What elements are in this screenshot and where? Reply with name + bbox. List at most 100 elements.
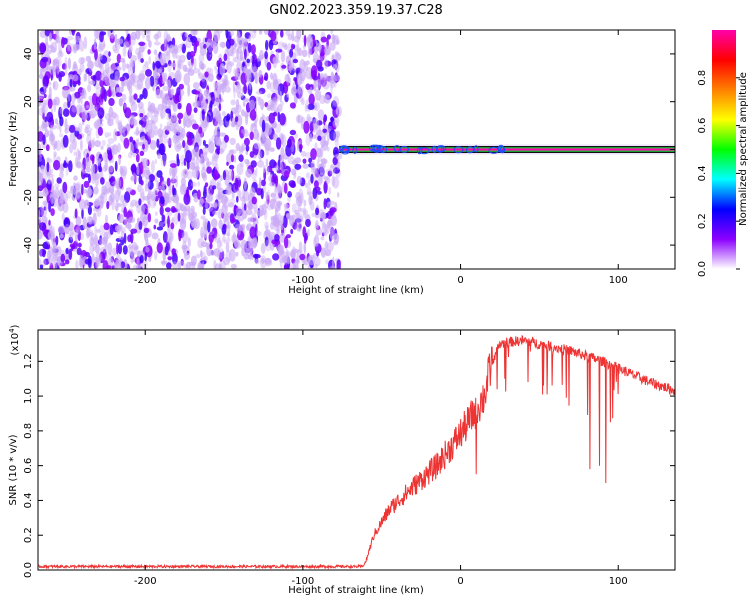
noise-blob xyxy=(225,189,231,196)
noise-blob xyxy=(115,259,122,269)
noise-blob xyxy=(276,228,281,235)
noise-blob xyxy=(213,259,217,269)
noise-blob xyxy=(322,81,330,90)
noise-blob xyxy=(130,71,134,82)
noise-blob xyxy=(95,258,99,269)
noise-blob xyxy=(256,209,264,217)
noise-blob xyxy=(197,72,204,80)
noise-blob xyxy=(199,80,203,87)
noise-blob xyxy=(139,70,145,83)
noise-blob xyxy=(162,138,169,144)
noise-blob xyxy=(251,172,257,181)
noise-blob xyxy=(48,219,51,226)
noise-blob xyxy=(94,244,100,254)
noise-blob xyxy=(94,140,101,148)
noise-blob xyxy=(265,225,269,230)
noise-blob xyxy=(230,121,236,128)
noise-blob xyxy=(189,161,196,171)
noise-blob xyxy=(108,97,115,107)
noise-blob xyxy=(310,160,315,171)
noise-blob xyxy=(270,72,274,80)
noise-blob xyxy=(108,185,115,194)
noise-blob xyxy=(241,189,246,200)
noise-blob xyxy=(124,107,132,119)
noise-blob xyxy=(216,179,222,191)
noise-blob xyxy=(156,179,159,190)
snr-ytick-label: 0.0 xyxy=(23,562,34,578)
noise-blob xyxy=(154,159,158,165)
noise-blob xyxy=(331,256,335,269)
noise-blob xyxy=(309,200,315,211)
noise-blob xyxy=(51,226,56,239)
noise-blob xyxy=(209,180,213,190)
noise-blob xyxy=(119,76,125,82)
noise-blob xyxy=(296,175,302,185)
noise-blob xyxy=(287,191,292,198)
noise-blob xyxy=(59,49,62,57)
noise-blob xyxy=(244,48,247,60)
noise-blob xyxy=(64,62,68,76)
noise-blob xyxy=(53,96,60,106)
noise-blob xyxy=(139,254,144,264)
noise-blob xyxy=(264,72,269,81)
snr-ylabel: SNR (10 * v/v) xyxy=(8,434,19,505)
noise-blob xyxy=(319,146,324,158)
noise-blob xyxy=(336,259,341,269)
noise-blob xyxy=(315,207,320,216)
noise-blob xyxy=(166,211,172,217)
noise-blob xyxy=(277,83,285,96)
noise-blob xyxy=(266,80,272,90)
noise-blob xyxy=(46,161,50,173)
noise-blob xyxy=(84,71,88,82)
noise-blob xyxy=(330,30,334,35)
noise-blob xyxy=(140,117,147,128)
noise-blob xyxy=(198,126,203,134)
noise-blob xyxy=(156,226,164,231)
noise-blob xyxy=(96,121,104,127)
noise-blob xyxy=(178,118,182,125)
noise-blob xyxy=(202,206,206,215)
noise-blob xyxy=(94,225,97,237)
noise-blob xyxy=(219,132,227,137)
noise-blob xyxy=(280,50,286,63)
noise-blob xyxy=(314,263,318,269)
noise-blob xyxy=(250,160,257,168)
noise-blob xyxy=(246,209,253,216)
noise-blob xyxy=(139,161,144,175)
signal-core xyxy=(339,148,675,151)
noise-blob xyxy=(313,46,319,54)
noise-blob xyxy=(132,264,138,269)
noise-blob xyxy=(102,236,108,242)
noise-blob xyxy=(333,75,337,88)
noise-blob xyxy=(114,160,118,172)
noise-blob xyxy=(79,40,85,52)
noise-blob xyxy=(163,38,167,48)
noise-blob xyxy=(143,227,150,234)
noise-blob xyxy=(272,56,279,64)
noise-blob xyxy=(154,79,158,88)
noise-blob xyxy=(317,109,325,121)
noise-blob xyxy=(211,203,218,208)
noise-blob xyxy=(93,200,99,207)
noise-blob xyxy=(289,48,294,58)
noise-blob xyxy=(283,255,291,265)
noise-blob xyxy=(276,85,281,94)
noise-blob xyxy=(51,134,54,147)
noise-blob xyxy=(301,98,305,106)
noise-blob xyxy=(200,249,203,258)
noise-blob xyxy=(179,204,186,212)
noise-blob xyxy=(97,126,103,136)
noise-blob xyxy=(179,183,186,195)
noise-blob xyxy=(218,219,223,230)
noise-blob xyxy=(172,167,176,181)
noise-blob xyxy=(42,259,47,267)
noise-blob xyxy=(129,142,134,156)
noise-blob xyxy=(239,224,245,231)
noise-blob xyxy=(234,72,241,81)
noise-blob xyxy=(39,248,43,258)
noise-blob xyxy=(202,139,206,146)
noise-blob xyxy=(93,30,100,39)
noise-blob xyxy=(186,131,192,139)
noise-blob xyxy=(137,51,142,60)
